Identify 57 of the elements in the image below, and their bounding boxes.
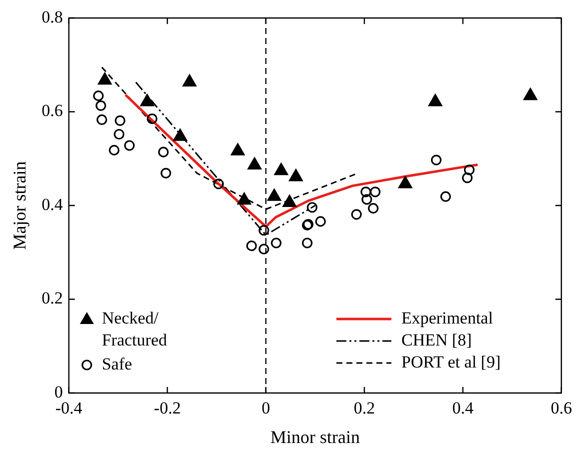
point bbox=[430, 154, 442, 166]
legend-label: CHEN [8] bbox=[401, 330, 472, 350]
point bbox=[230, 143, 245, 156]
x-axis-title: Minor strain bbox=[270, 426, 360, 447]
point bbox=[370, 186, 380, 198]
point bbox=[173, 128, 188, 141]
point bbox=[114, 128, 124, 140]
point bbox=[362, 194, 372, 205]
point bbox=[351, 209, 362, 220]
point bbox=[96, 114, 108, 126]
x-tick-label: -0.2 bbox=[154, 398, 181, 418]
point bbox=[274, 163, 288, 176]
y-tick-label: 0.6 bbox=[42, 101, 63, 120]
legend-label: Experimental bbox=[401, 308, 494, 328]
point bbox=[258, 244, 270, 254]
point bbox=[140, 94, 154, 106]
y-tick-label: 0 bbox=[54, 382, 63, 402]
point bbox=[258, 225, 270, 236]
point bbox=[306, 202, 318, 213]
point bbox=[315, 216, 326, 227]
legend-label: PORT et al [9] bbox=[401, 352, 501, 372]
point bbox=[246, 240, 257, 252]
x-tick-label: 0.4 bbox=[452, 398, 474, 418]
point bbox=[368, 203, 379, 214]
point bbox=[440, 191, 451, 202]
point bbox=[248, 157, 262, 170]
y-axis-title: Major strain bbox=[10, 161, 30, 250]
y-tick-label: 0.8 bbox=[42, 7, 63, 26]
x-tick-label: -0.4 bbox=[55, 398, 83, 418]
point bbox=[464, 164, 475, 176]
point bbox=[158, 146, 169, 158]
point bbox=[124, 140, 135, 151]
point bbox=[160, 168, 172, 178]
point bbox=[523, 88, 538, 100]
point bbox=[289, 169, 303, 182]
x-tick-label: 0 bbox=[262, 398, 270, 418]
point bbox=[398, 176, 412, 188]
point bbox=[237, 192, 252, 205]
x-tick-label: 0.2 bbox=[354, 398, 375, 418]
point bbox=[93, 90, 104, 102]
point bbox=[96, 100, 106, 111]
point bbox=[182, 74, 196, 87]
y-tick-label: 0.2 bbox=[42, 288, 63, 308]
point bbox=[213, 178, 224, 190]
point bbox=[270, 238, 282, 248]
legend-label: Safe bbox=[102, 354, 132, 374]
point bbox=[98, 72, 112, 85]
point bbox=[462, 172, 473, 184]
point bbox=[428, 94, 442, 106]
point bbox=[108, 144, 120, 156]
legend-label: Necked/ Fractured bbox=[102, 308, 168, 350]
y-tick-label: 0.4 bbox=[42, 194, 64, 214]
point bbox=[146, 113, 158, 124]
point bbox=[114, 115, 126, 126]
x-tick-label: 0.6 bbox=[550, 398, 572, 418]
point bbox=[302, 238, 313, 248]
point bbox=[360, 186, 372, 198]
